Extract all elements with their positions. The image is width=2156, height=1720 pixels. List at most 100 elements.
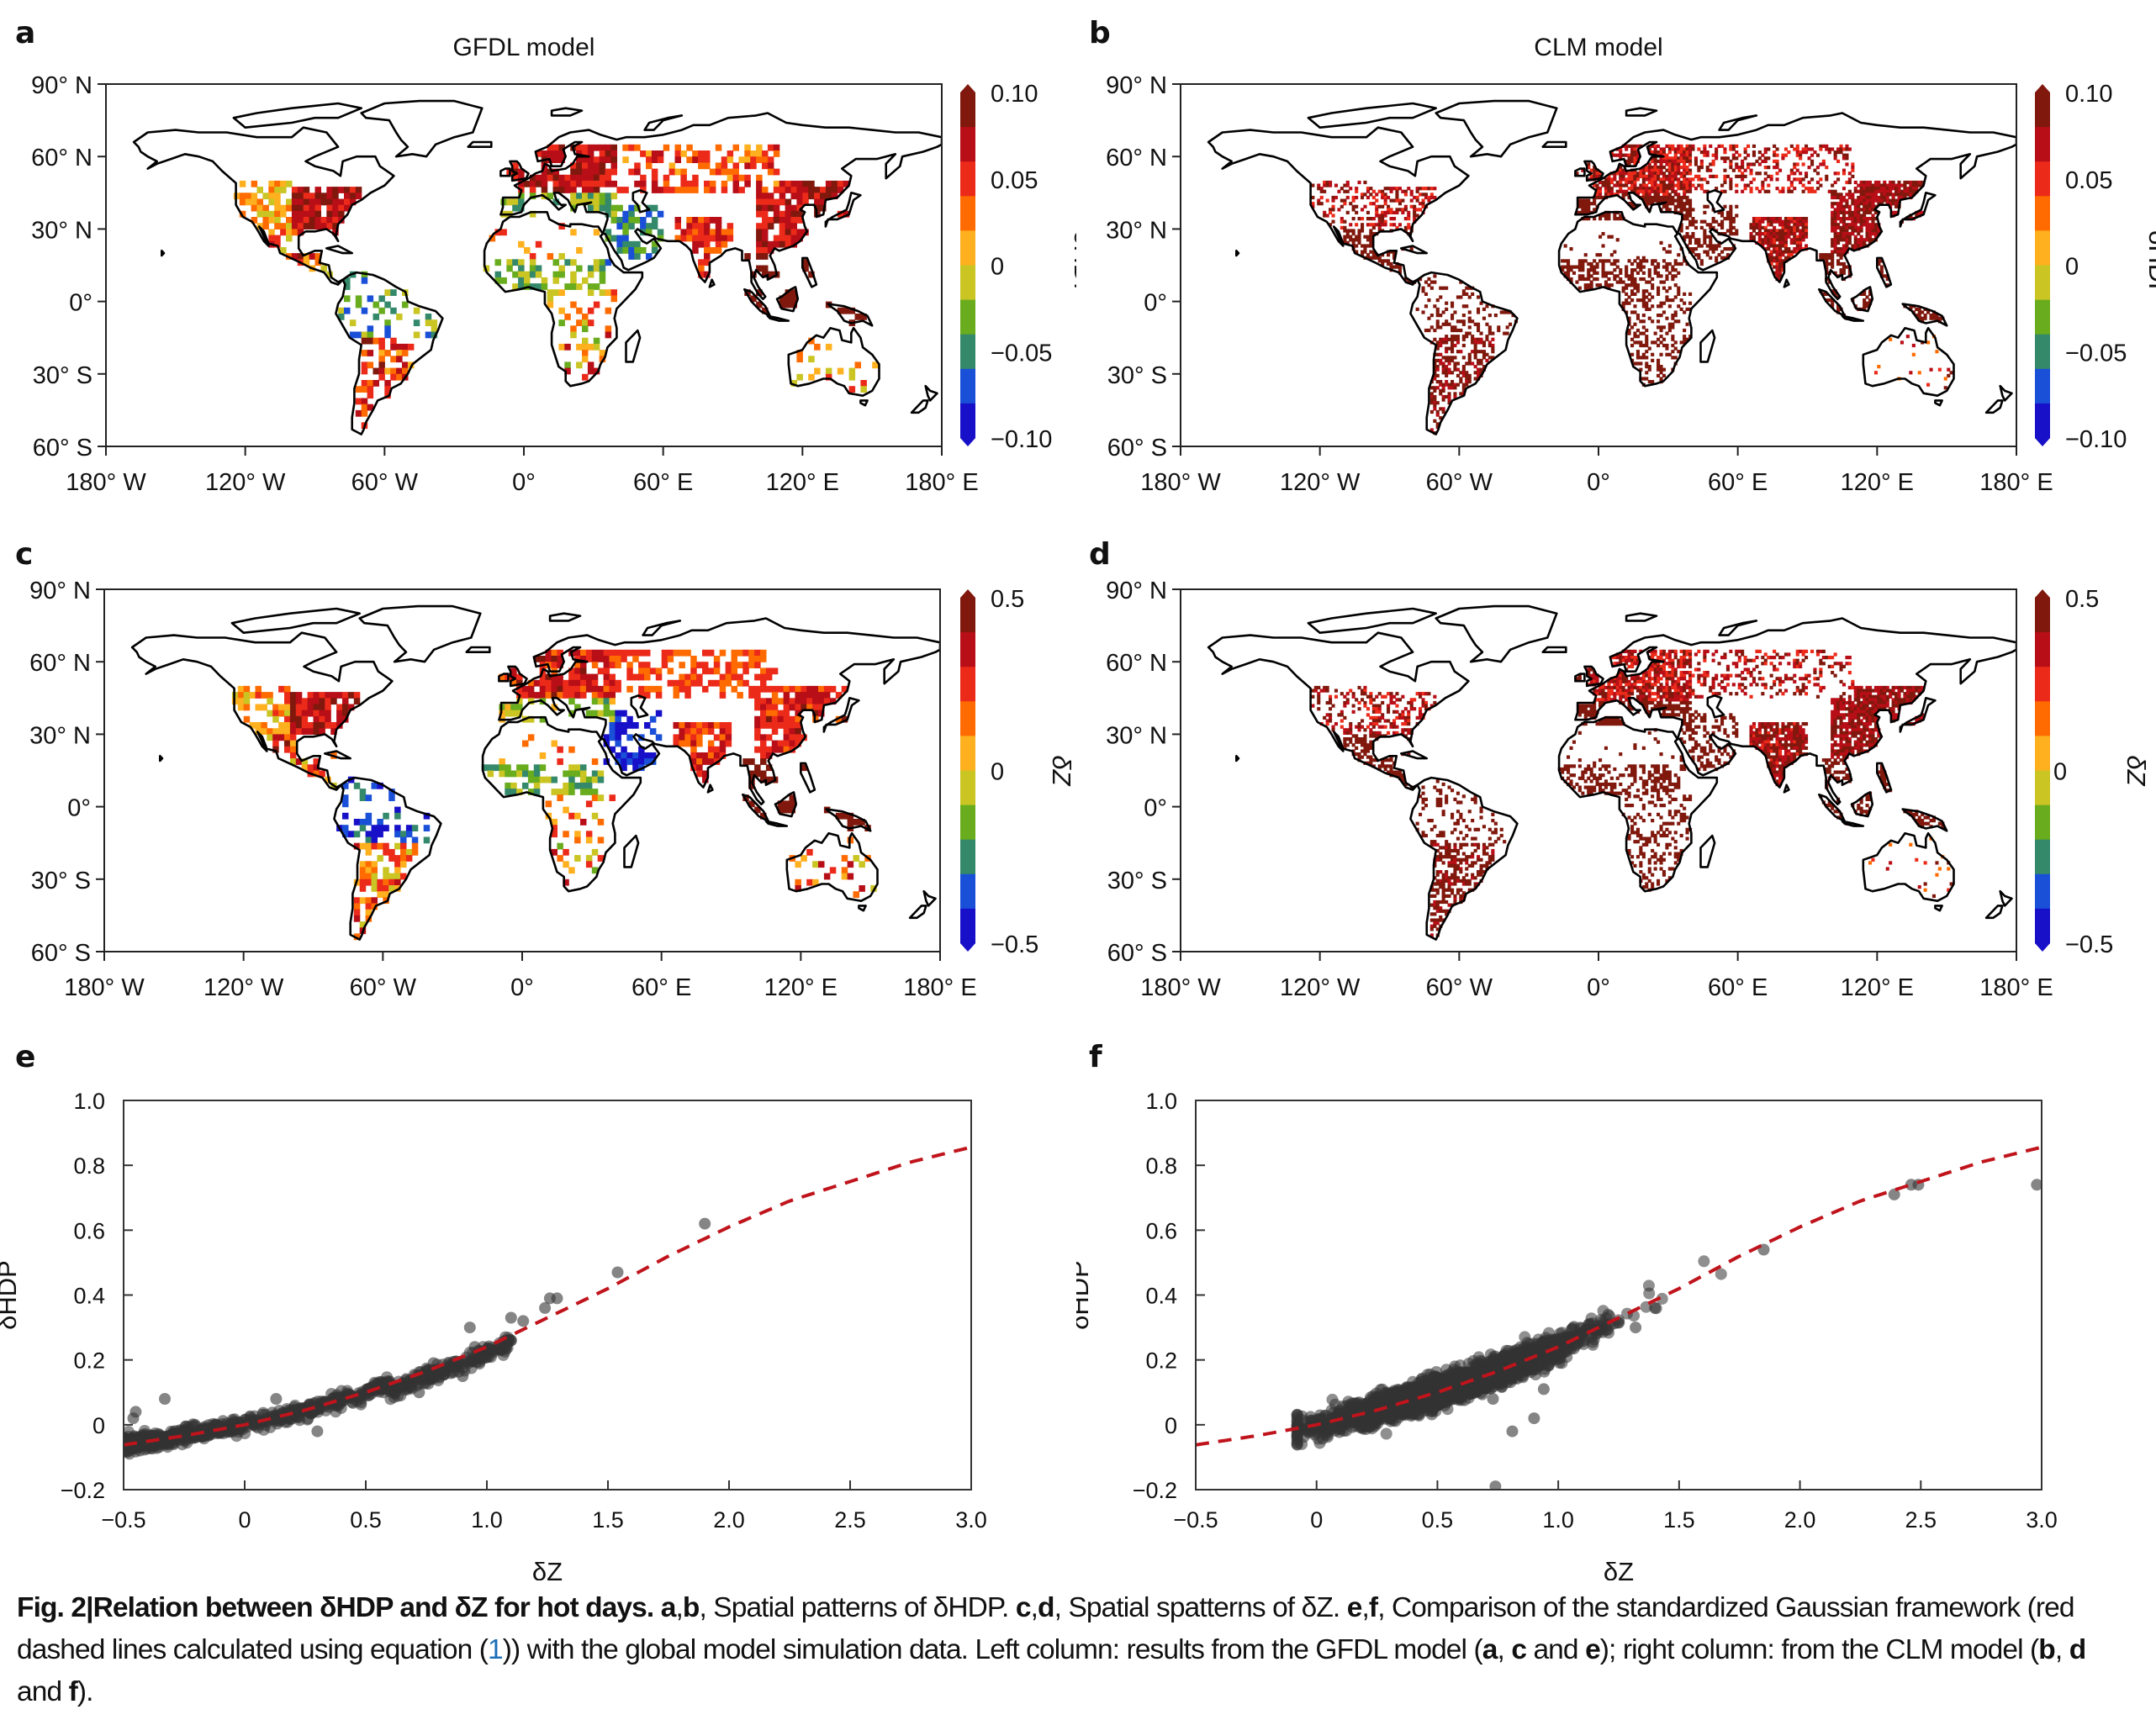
- grid-cell: [1807, 180, 1811, 185]
- grid-cell: [742, 649, 749, 657]
- grid-cell: [591, 685, 599, 693]
- grid-cell: [831, 187, 838, 193]
- grid-cell: [1369, 193, 1373, 197]
- grid-cell: [1635, 189, 1640, 193]
- grid-cell: [557, 855, 563, 862]
- grid-cell: [1677, 180, 1681, 185]
- grid-cell: [1604, 271, 1608, 275]
- grid-cell: [1873, 210, 1878, 214]
- grid-cell: [1641, 168, 1646, 172]
- grid-cell: [615, 734, 621, 741]
- grid-cell: [580, 770, 587, 778]
- grid-cell: [1683, 153, 1687, 157]
- grid-cell: [1847, 177, 1852, 182]
- grid-cell: [1871, 214, 1875, 218]
- grid-cell: [593, 198, 600, 206]
- grid-cell: [1371, 223, 1376, 227]
- grid-cell: [790, 193, 797, 200]
- grid-cell: [576, 156, 583, 163]
- grid-cell: [696, 752, 703, 759]
- grid-cell: [756, 210, 763, 218]
- grid-cell: [371, 825, 378, 831]
- grid-cell: [347, 831, 355, 838]
- grid-cell: [1749, 673, 1753, 678]
- grid-cell: [1683, 193, 1687, 197]
- grid-cell: [1723, 247, 1727, 251]
- grid-cell: [1459, 319, 1463, 324]
- grid-cell: [1447, 392, 1451, 396]
- grid-cell: [1340, 225, 1344, 230]
- grid-cell: [646, 210, 653, 218]
- grid-cell: [1657, 325, 1661, 330]
- grid-cell: [646, 162, 653, 170]
- grid-cell: [1653, 162, 1657, 166]
- grid-cell: [591, 649, 599, 657]
- grid-cell: [262, 193, 269, 200]
- grid-cell: [574, 836, 581, 844]
- grid-cell: [603, 698, 610, 705]
- grid-cell: [1819, 162, 1823, 166]
- grid-cell: [582, 162, 589, 170]
- grid-cell: [796, 229, 803, 236]
- grid-cell: [1685, 187, 1689, 191]
- grid-cell: [725, 667, 732, 675]
- grid-cell: [1947, 373, 1951, 377]
- grid-cell: [765, 673, 773, 681]
- grid-cell: [585, 800, 593, 808]
- grid-cell: [1653, 259, 1657, 263]
- grid-cell: [673, 692, 679, 699]
- lat-tick-label: 30° S: [1107, 362, 1167, 389]
- grid-cell: [754, 656, 761, 662]
- grid-cell: [603, 734, 610, 741]
- colorbar-segment: [960, 839, 975, 875]
- grid-cell: [1461, 304, 1466, 309]
- grid-cell: [1836, 159, 1841, 163]
- grid-cell: [361, 380, 368, 387]
- grid-cell: [1815, 180, 1820, 185]
- grid-cell: [535, 174, 542, 182]
- grid-cell: [767, 217, 774, 224]
- grid-cell: [1775, 166, 1779, 170]
- grid-cell: [1583, 210, 1588, 214]
- colorbar-max-arrow: [2035, 84, 2050, 92]
- grid-cell: [1627, 202, 1631, 206]
- grid-cell: [1633, 649, 1637, 653]
- grid-cell: [396, 350, 403, 356]
- grid-cell: [1627, 679, 1631, 683]
- grid-cell: [1752, 225, 1756, 230]
- grid-cell: [1679, 225, 1683, 230]
- grid-cell: [1645, 335, 1649, 339]
- grid-cell: [580, 819, 587, 826]
- lon-tick-label: 60° W: [350, 974, 417, 1001]
- grid-cell: [1671, 189, 1675, 193]
- grid-cell: [1621, 658, 1625, 662]
- grid-cell: [1609, 193, 1614, 197]
- grid-cell: [1613, 153, 1617, 157]
- grid-cell: [1709, 225, 1713, 230]
- grid-cell: [1831, 253, 1835, 257]
- grid-cell: [1651, 177, 1655, 182]
- grid-cell: [527, 715, 535, 723]
- grid-cell: [1709, 174, 1713, 178]
- grid-cell: [1581, 168, 1585, 172]
- grid-cell: [1683, 183, 1687, 187]
- grid-cell: [570, 277, 577, 284]
- grid-cell: [1763, 189, 1768, 193]
- grid-cell: [649, 715, 657, 723]
- grid-cell: [1647, 292, 1651, 296]
- grid-cell: [1383, 210, 1387, 214]
- grid-cell: [1694, 247, 1698, 251]
- grid-cell: [558, 319, 565, 326]
- grid-cell: [1793, 225, 1797, 230]
- grid-cell: [272, 715, 279, 723]
- grid-cell: [762, 187, 769, 193]
- grid-cell: [765, 715, 773, 723]
- grid-cell: [1931, 316, 1936, 320]
- grid-cell: [1671, 277, 1675, 282]
- grid-cell: [262, 210, 269, 218]
- coastline-philippines: [801, 256, 818, 288]
- grid-cell: [1900, 183, 1904, 187]
- grid-cell: [1725, 156, 1730, 161]
- grid-cell: [353, 903, 361, 910]
- grid-cell: [1381, 253, 1385, 257]
